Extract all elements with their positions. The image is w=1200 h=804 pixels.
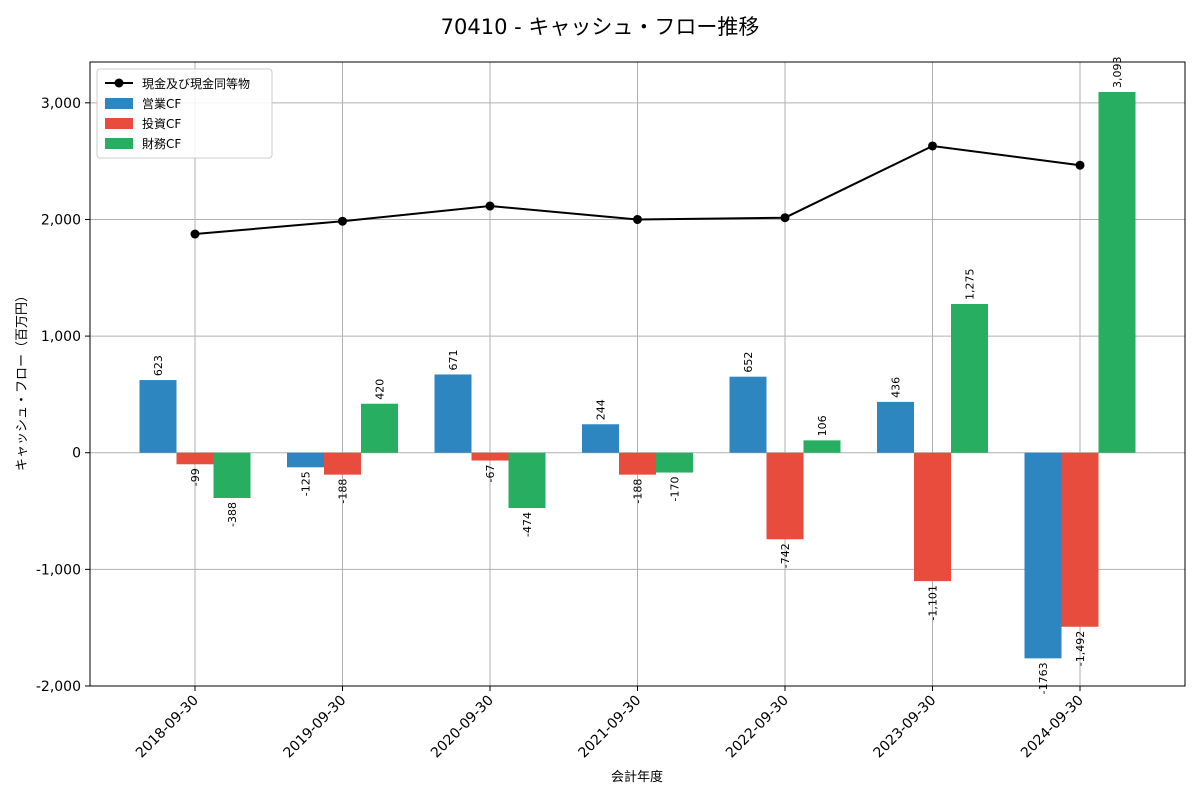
data-label: -1763: [1037, 662, 1050, 694]
data-label: -125: [300, 471, 313, 496]
legend-marker-swatch: [114, 78, 124, 88]
data-label: -1,492: [1074, 631, 1087, 666]
bar-投資CF-2022-09-30: [766, 452, 804, 540]
cash-point: [633, 214, 642, 224]
data-label: -742: [779, 543, 792, 568]
data-label: 106: [816, 415, 829, 436]
y-tick-label: 0: [72, 446, 81, 462]
y-axis-label: キャッシュ・フロー（百万円）: [15, 289, 30, 471]
line-layer: [190, 141, 1085, 239]
bar-営業CF-2024-09-30: [1024, 452, 1062, 659]
x-axis-label: 会計年度: [611, 769, 663, 785]
data-label: -388: [226, 502, 239, 527]
data-label: -170: [669, 477, 682, 502]
legend-bar-swatch: [105, 138, 133, 149]
bar-投資CF-2023-09-30: [914, 452, 951, 582]
bar-営業CF-2018-09-30: [139, 380, 177, 453]
data-label: 436: [890, 377, 903, 398]
data-label: 244: [595, 399, 608, 420]
bar-営業CF-2020-09-30: [434, 374, 472, 453]
data-label: -67: [484, 465, 497, 483]
cash-point: [928, 141, 937, 151]
cash-point: [780, 213, 790, 223]
bar-投資CF-2020-09-30: [471, 452, 509, 461]
bar-財務CF-2023-09-30: [951, 304, 988, 453]
bar-営業CF-2021-09-30: [582, 424, 619, 453]
cash-point: [485, 201, 495, 211]
bar-財務CF-2018-09-30: [213, 452, 251, 498]
data-label: -188: [337, 479, 350, 504]
bar-投資CF-2021-09-30: [619, 452, 656, 475]
bar-財務CF-2024-09-30: [1098, 91, 1136, 453]
bar-投資CF-2019-09-30: [324, 452, 361, 475]
cash-point: [190, 229, 200, 239]
legend-label: 現金及び現金同等物: [142, 76, 250, 91]
data-label: 671: [447, 349, 460, 370]
data-label: 1,275: [964, 269, 977, 301]
legend-label: 財務CF: [142, 136, 181, 151]
data-label: 3,093: [1111, 56, 1124, 88]
data-label: -474: [521, 512, 534, 537]
y-tick-label: 1,000: [41, 329, 81, 345]
legend-bar-swatch: [105, 118, 133, 129]
bar-投資CF-2024-09-30: [1061, 452, 1099, 627]
bar-営業CF-2022-09-30: [729, 376, 767, 453]
data-label: -1,101: [927, 585, 940, 620]
bars-layer: [139, 91, 1136, 659]
data-label: -188: [632, 479, 645, 504]
cash-point: [338, 216, 347, 226]
bar-営業CF-2019-09-30: [287, 452, 324, 468]
cash-point: [1075, 160, 1085, 170]
bar-財務CF-2022-09-30: [803, 440, 841, 453]
data-label: 420: [374, 379, 387, 400]
y-tick-label: -1,000: [36, 562, 81, 578]
y-tick-label: 3,000: [41, 96, 81, 112]
data-labels-layer: 623 -125 671 244 652 436 -1763 -99 -188 -67 -188 -7…: [152, 56, 1124, 694]
y-tick-label: -2,000: [36, 679, 81, 695]
bar-財務CF-2021-09-30: [656, 452, 693, 473]
legend-box: [96, 68, 273, 159]
bar-財務CF-2019-09-30: [361, 403, 398, 453]
chart-title: 70410 - キャッシュ・フロー推移: [441, 15, 760, 39]
y-tick-label: 2,000: [41, 212, 81, 228]
bar-財務CF-2020-09-30: [508, 452, 546, 509]
data-label: 652: [742, 352, 755, 373]
bar-投資CF-2018-09-30: [176, 452, 214, 465]
legend-bar-swatch: [105, 98, 133, 109]
data-label: 623: [152, 355, 165, 376]
legend-label: 営業CF: [142, 97, 181, 111]
data-label: -99: [189, 468, 202, 486]
legend-label: 投資CF: [142, 116, 181, 131]
bar-営業CF-2023-09-30: [877, 401, 914, 453]
